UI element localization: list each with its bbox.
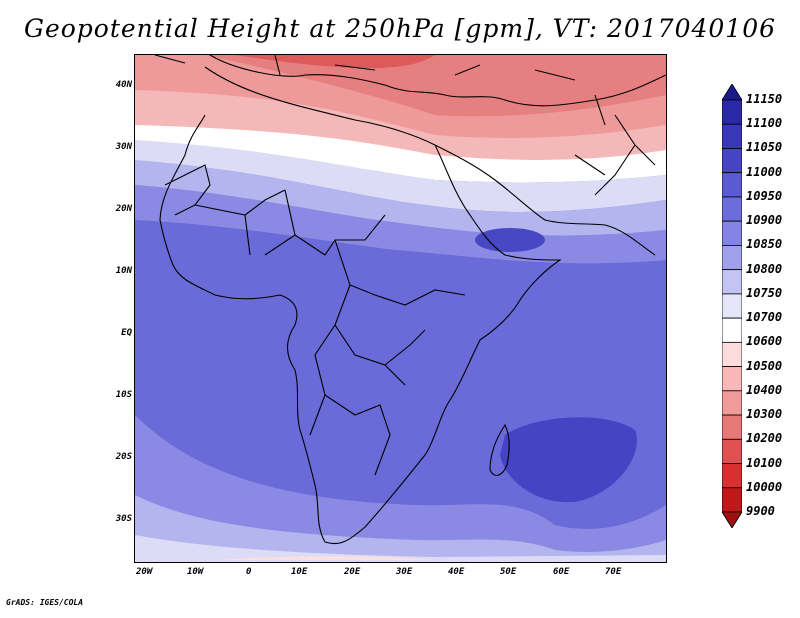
colorbar-label: 11150	[746, 92, 783, 106]
lon-label: 0	[246, 567, 252, 577]
colorbar-bottom-triangle	[722, 511, 742, 528]
colorbar-segment	[722, 390, 742, 416]
colorbar-label: 10800	[746, 261, 783, 276]
colorbar-label: 10200	[746, 431, 783, 446]
lat-label: 10N	[115, 266, 132, 276]
field-10800	[135, 160, 666, 236]
field-10600-s	[215, 556, 435, 560]
map-panel	[134, 54, 667, 563]
colorbar-label: 11000	[746, 164, 783, 179]
colorbar-segment	[722, 123, 742, 149]
colorbar-segment	[722, 172, 742, 198]
lon-label: 10E	[291, 567, 308, 577]
colorbar-segment	[722, 196, 742, 222]
credit-text: GrADS: IGES/COLA	[6, 598, 84, 607]
field-10300	[205, 55, 666, 117]
lon-label: 70E	[605, 567, 622, 577]
north-borders	[154, 55, 656, 196]
colorbar-label: 10600	[746, 334, 783, 349]
lon-label: 20E	[344, 567, 361, 577]
field-10800-s	[135, 495, 666, 562]
field-10750	[135, 140, 666, 212]
lat-label: 20S	[115, 452, 132, 462]
colorbar-label: 10500	[746, 358, 783, 373]
med-coast	[209, 55, 666, 107]
lat-label: 20N	[115, 204, 132, 214]
lat-label: 30N	[115, 142, 132, 152]
colorbar-label: 10700	[746, 310, 783, 325]
lon-label: 50E	[500, 567, 517, 577]
colorbar-label: 11050	[746, 140, 783, 155]
lon-label: 20W	[136, 567, 153, 577]
field-10950-south	[500, 417, 637, 503]
colorbar-segment	[722, 414, 742, 440]
colorbar-label: 10000	[746, 479, 783, 494]
colorbar-label: 11100	[746, 116, 783, 131]
lat-label: 10S	[115, 390, 132, 400]
colorbar	[722, 84, 742, 528]
colorbar-segment	[722, 463, 742, 489]
colorbar-segment	[722, 438, 742, 464]
colorbar-label: 10900	[746, 213, 783, 228]
field-10200	[235, 55, 435, 69]
field-10850-s	[135, 415, 666, 562]
colorbar-label: 9900	[746, 504, 775, 518]
lon-label: 40E	[448, 567, 465, 577]
arabia-coast	[434, 144, 656, 256]
colorbar-label: 10100	[746, 455, 783, 470]
colorbar-label: 10750	[746, 285, 783, 300]
colorbar-segment	[722, 317, 742, 343]
lat-label: EQ	[121, 328, 132, 338]
coastlines	[154, 55, 666, 545]
colorbar-label: 10850	[746, 237, 783, 252]
chart-title: Geopotential Height at 250hPa [gpm], VT:…	[23, 14, 777, 43]
colorbar-top-triangle	[722, 84, 742, 101]
lon-label: 60E	[553, 567, 570, 577]
colorbar-label: 10300	[746, 407, 783, 422]
field-10750-s	[135, 535, 666, 562]
field-10950-blob	[475, 228, 545, 252]
colorbar-segment	[722, 99, 742, 125]
colorbar-label: 10950	[746, 188, 783, 203]
colorbar-segment	[722, 148, 742, 174]
colorbar-segment	[722, 245, 742, 271]
colorbar-segment	[722, 269, 742, 295]
colorbar-segment	[722, 293, 742, 319]
colorbar-segment	[722, 220, 742, 246]
lon-label: 10W	[187, 567, 204, 577]
colorbar-label: 10400	[746, 382, 783, 397]
country-borders	[164, 164, 466, 476]
lon-label: 30E	[396, 567, 413, 577]
lat-label: 40N	[115, 80, 132, 90]
colorbar-segment	[722, 487, 742, 513]
lat-label: 30S	[115, 514, 132, 524]
africa-coast	[159, 66, 562, 545]
field-10700	[135, 125, 666, 183]
colorbar-segment	[722, 366, 742, 392]
madagascar	[489, 423, 510, 476]
colorbar-segment	[722, 341, 742, 367]
